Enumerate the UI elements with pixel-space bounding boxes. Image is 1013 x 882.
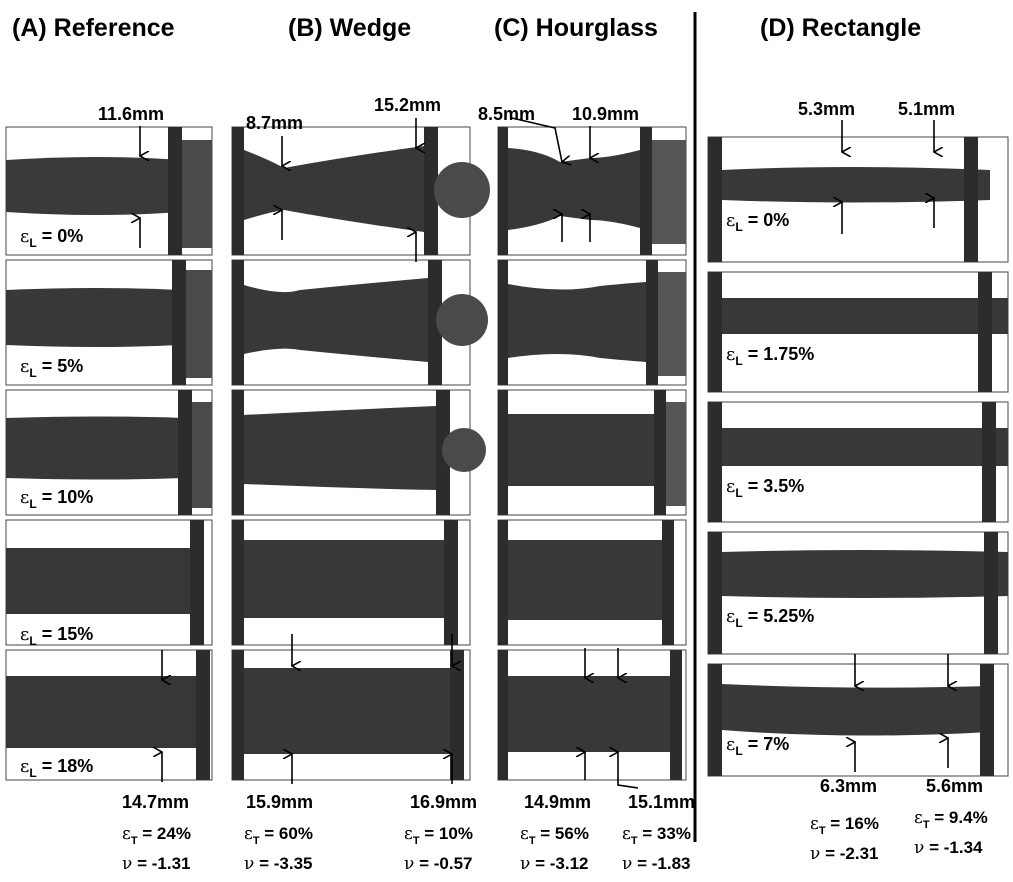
strain-d-3: εL = 3.5% (726, 476, 805, 500)
nu-c2: ν = -1.83 (622, 854, 691, 874)
arrow-c2-bottom-up (618, 752, 639, 789)
strain-d-5: εL = 7% (726, 734, 790, 758)
column-a-photos (5, 126, 213, 781)
column-b-photos (231, 126, 490, 781)
header-rectangle: (D) Rectangle (760, 14, 922, 42)
dim-c1-top: 8.5mm (478, 104, 536, 124)
dim-c2-top: 10.9mm (572, 104, 640, 124)
dim-c2-bottom: 15.1mm (628, 792, 696, 812)
et-c1: εT = 56% (520, 824, 589, 847)
strain-a-5: εL = 18% (20, 756, 94, 780)
nu-b2: ν = -0.57 (404, 854, 473, 874)
column-c-photos (497, 126, 687, 781)
strain-a-3: εL = 10% (20, 487, 94, 511)
dim-d1-bottom: 6.3mm (820, 776, 878, 796)
strain-a-1: εL = 0% (20, 226, 84, 250)
et-d1: εT = 16% (810, 814, 879, 837)
strain-a-2: εL = 5% (20, 356, 84, 380)
dim-d1-top: 5.3mm (798, 99, 856, 119)
et-b2: εT = 10% (404, 824, 473, 847)
column-d-photos (707, 136, 1009, 777)
header-reference: (A) Reference (12, 14, 175, 42)
et-b1: εT = 60% (244, 824, 313, 847)
dim-b2-top: 15.2mm (374, 95, 442, 115)
et-a: εT = 24% (122, 824, 191, 847)
et-d2: εT = 9.4% (914, 808, 988, 831)
dim-a-top: 11.6mm (98, 104, 165, 124)
dim-c1-bottom: 14.9mm (524, 792, 592, 812)
nu-d2: ν = -1.34 (914, 838, 983, 858)
arrow-c1-top-down (511, 117, 562, 162)
header-hourglass: (C) Hourglass (494, 14, 658, 42)
dim-b2-bottom: 16.9mm (410, 792, 478, 812)
nu-c1: ν = -3.12 (520, 854, 589, 874)
et-c2: εT = 33% (622, 824, 691, 847)
dim-d2-top: 5.1mm (898, 99, 956, 119)
dim-b1-bottom: 15.9mm (246, 792, 314, 812)
strain-a-4: εL = 15% (20, 624, 94, 648)
measurement-arrows (140, 117, 948, 789)
nu-b1: ν = -3.35 (244, 854, 313, 874)
header-wedge: (B) Wedge (288, 14, 412, 42)
nu-d1: ν = -2.31 (810, 844, 879, 864)
strain-d-4: εL = 5.25% (726, 606, 815, 630)
dim-a-bottom: 14.7mm (122, 792, 190, 812)
dim-b1-top: 8.7mm (246, 113, 304, 133)
strain-d-2: εL = 1.75% (726, 344, 815, 368)
nu-a: ν = -1.31 (122, 854, 191, 874)
strain-d-1: εL = 0% (726, 210, 790, 234)
dim-d2-bottom: 5.6mm (926, 776, 984, 796)
